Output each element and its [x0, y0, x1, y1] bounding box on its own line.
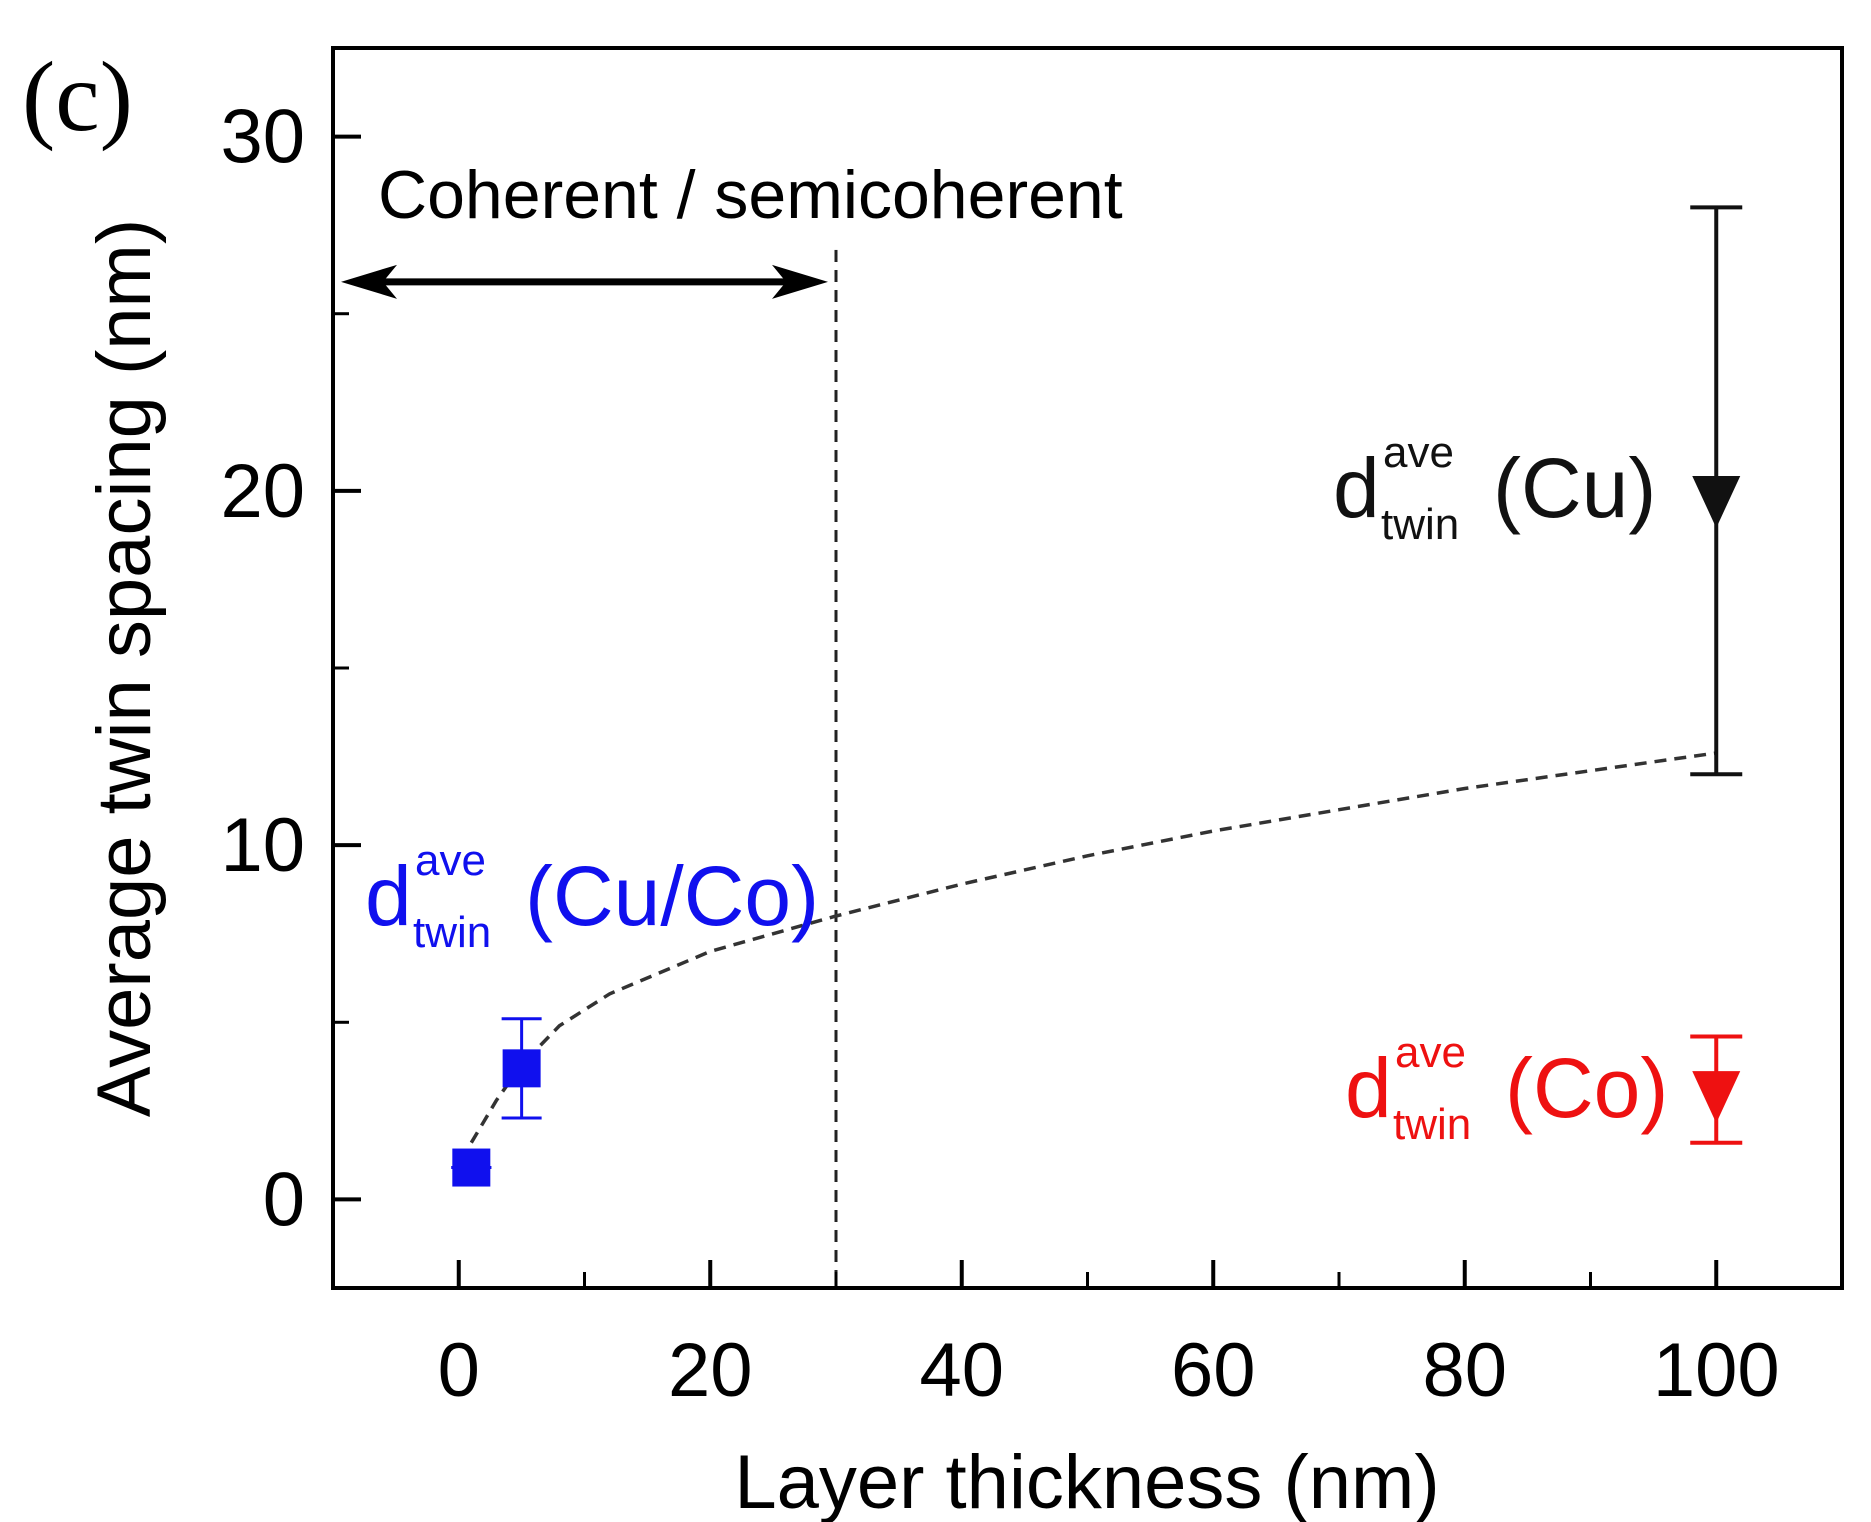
x-tick-label: 80	[1422, 1328, 1507, 1413]
label-sub: twin	[1381, 500, 1459, 549]
x-tick-label: 0	[438, 1328, 480, 1413]
region-label: Coherent / semicoherent	[378, 157, 1123, 233]
label-suffix: (Cu/Co)	[525, 849, 819, 943]
y-tick-label: 20	[220, 449, 305, 534]
region-arrow-left-head	[341, 264, 397, 299]
label-cu: d ave twin (Cu)	[1333, 428, 1656, 549]
fit-curve	[469, 751, 1717, 1144]
label-sub: twin	[413, 908, 491, 957]
label-suffix: (Cu)	[1493, 441, 1656, 535]
label-main: d	[365, 849, 412, 943]
label-sup: ave	[1395, 1028, 1466, 1077]
label-sup: ave	[1383, 428, 1454, 477]
label-suffix: (Co)	[1505, 1041, 1668, 1135]
y-axis-title: Average twin spacing (nm)	[82, 219, 167, 1117]
point-cu	[1692, 475, 1741, 528]
label-co: d ave twin (Co)	[1345, 1028, 1668, 1149]
y-tick-label: 0	[263, 1157, 305, 1242]
point-cu-co	[502, 1049, 541, 1088]
label-main: d	[1333, 441, 1380, 535]
x-axis-title: Layer thickness (nm)	[734, 1440, 1439, 1522]
label-sub: twin	[1393, 1100, 1471, 1149]
x-tick-label: 60	[1171, 1328, 1256, 1413]
label-sup: ave	[415, 836, 486, 885]
y-tick-label: 30	[220, 95, 305, 180]
x-tick-label: 40	[919, 1328, 1004, 1413]
panel-label: (c)	[22, 41, 133, 152]
point-cu-co	[452, 1148, 491, 1187]
point-co	[1692, 1071, 1741, 1124]
label-main: d	[1345, 1041, 1392, 1135]
y-tick-label: 10	[220, 803, 305, 888]
x-tick-label: 20	[668, 1328, 753, 1413]
region-arrow-right-head	[772, 264, 828, 299]
x-tick-label: 100	[1653, 1328, 1780, 1413]
label-cu-co: d ave twin (Cu/Co)	[365, 836, 819, 957]
